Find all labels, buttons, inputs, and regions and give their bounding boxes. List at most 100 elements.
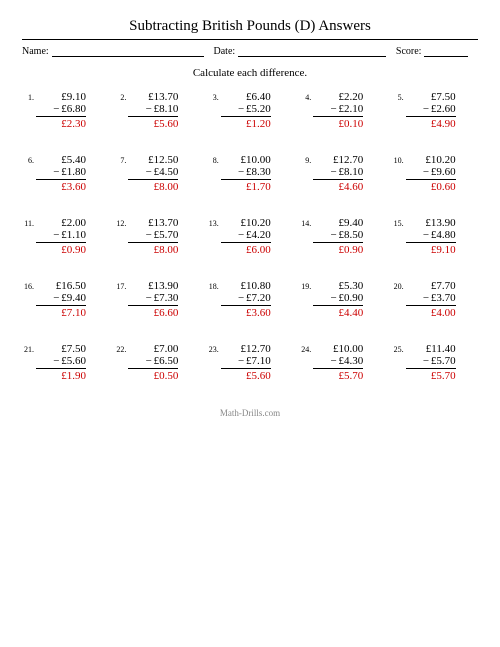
subtrahend-row: −£2.60 [406,103,456,117]
subtrahend: £6.80 [61,103,86,115]
problem: 1.£9.10−£6.80£2.30 [22,91,108,130]
problem-stack: £13.90−£7.30£6.60 [128,280,178,319]
answer: £1.20 [221,117,271,130]
problem-number: 22. [114,343,126,354]
minus-sign: − [146,103,154,115]
subtrahend-row: −£4.50 [128,166,178,180]
answer: £8.00 [128,180,178,193]
minus-sign: − [238,103,246,115]
subtrahend: £4.50 [154,166,179,178]
subtrahend: £5.20 [246,103,271,115]
problem-stack: £10.00−£8.30£1.70 [221,154,271,193]
answer: £4.90 [406,117,456,130]
minuend: £13.90 [406,217,456,229]
subtrahend: £7.10 [246,355,271,367]
subtrahend-row: −£7.20 [221,292,271,306]
minuend: £10.00 [313,343,363,355]
problem: 16.£16.50−£9.40£7.10 [22,280,108,319]
minus-sign: − [146,229,154,241]
problem-stack: £13.70−£8.10£5.60 [128,91,178,130]
subtrahend-row: −£6.50 [128,355,178,369]
subtrahend-row: −£8.50 [313,229,363,243]
answer: £0.90 [36,243,86,256]
score-underline [424,47,468,57]
subtrahend-row: −£1.10 [36,229,86,243]
problem: 7.£12.50−£4.50£8.00 [114,154,200,193]
subtrahend: £2.10 [338,103,363,115]
minuend: £7.00 [128,343,178,355]
problem-number: 17. [114,280,126,291]
subtrahend-row: −£4.80 [406,229,456,243]
problem-stack: £10.20−£9.60£0.60 [406,154,456,193]
problem-stack: £9.40−£8.50£0.90 [313,217,363,256]
subtrahend: £7.20 [246,292,271,304]
minuend: £9.40 [313,217,363,229]
problem-stack: £12.50−£4.50£8.00 [128,154,178,193]
subtrahend-row: −£4.20 [221,229,271,243]
problem: 22.£7.00−£6.50£0.50 [114,343,200,382]
problem: 15.£13.90−£4.80£9.10 [392,217,478,256]
minuend: £2.20 [313,91,363,103]
problem-number: 11. [22,217,34,228]
subtrahend: £4.20 [246,229,271,241]
subtrahend-row: −£5.70 [128,229,178,243]
problem: 24.£10.00−£4.30£5.70 [299,343,385,382]
answer: £2.30 [36,117,86,130]
answer: £1.90 [36,369,86,382]
answer: £6.00 [221,243,271,256]
subtrahend: £9.40 [61,292,86,304]
subtrahend-row: −£8.30 [221,166,271,180]
minuend: £9.10 [36,91,86,103]
subtrahend: £8.50 [338,229,363,241]
problem: 3.£6.40−£5.20£1.20 [207,91,293,130]
problem: 23.£12.70−£7.10£5.60 [207,343,293,382]
subtrahend: £1.10 [61,229,86,241]
answer: £6.60 [128,306,178,319]
subtrahend-row: −£6.80 [36,103,86,117]
subtrahend-row: −£8.10 [313,166,363,180]
subtrahend-row: −£7.10 [221,355,271,369]
problem-stack: £10.20−£4.20£6.00 [221,217,271,256]
subtrahend-row: −£1.80 [36,166,86,180]
problem-stack: £10.80−£7.20£3.60 [221,280,271,319]
subtrahend: £7.30 [154,292,179,304]
answer: £4.40 [313,306,363,319]
problem-number: 14. [299,217,311,228]
minuend: £12.70 [313,154,363,166]
minuend: £11.40 [406,343,456,355]
subtrahend: £4.80 [431,229,456,241]
subtrahend: £8.10 [338,166,363,178]
answer: £9.10 [406,243,456,256]
problem-stack: £7.50−£5.60£1.90 [36,343,86,382]
score-field-group: Score: [396,46,478,57]
problem: 10.£10.20−£9.60£0.60 [392,154,478,193]
problem-stack: £13.70−£5.70£8.00 [128,217,178,256]
problem: 11.£2.00−£1.10£0.90 [22,217,108,256]
subtrahend-row: −£9.60 [406,166,456,180]
minus-sign: − [238,355,246,367]
problem-number: 10. [392,154,404,165]
problem-number: 19. [299,280,311,291]
subtrahend-row: −£5.60 [36,355,86,369]
answer: £5.60 [221,369,271,382]
subtrahend: £4.30 [338,355,363,367]
problem-number: 2. [114,91,126,102]
problem-number: 20. [392,280,404,291]
problem-stack: £2.00−£1.10£0.90 [36,217,86,256]
minuend: £6.40 [221,91,271,103]
answer: £5.70 [406,369,456,382]
problem-stack: £9.10−£6.80£2.30 [36,91,86,130]
problem-number: 6. [22,154,34,165]
minuend: £7.70 [406,280,456,292]
answer: £0.90 [313,243,363,256]
subtrahend: £5.70 [154,229,179,241]
name-label: Name: [22,46,49,57]
name-field-group: Name: [22,46,214,57]
problem-number: 9. [299,154,311,165]
minuend: £10.20 [406,154,456,166]
problem-number: 1. [22,91,34,102]
problem: 8.£10.00−£8.30£1.70 [207,154,293,193]
minuend: £16.50 [36,280,86,292]
problem-number: 18. [207,280,219,291]
answer: £3.60 [221,306,271,319]
